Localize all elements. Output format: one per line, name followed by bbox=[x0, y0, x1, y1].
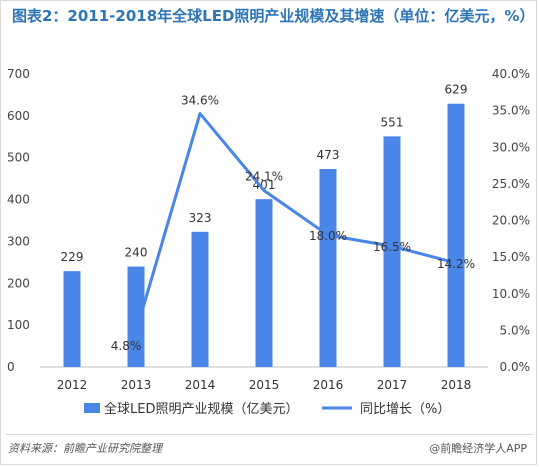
line-value-label: 34.6% bbox=[181, 94, 219, 108]
bar-value-label: 629 bbox=[445, 83, 468, 97]
line-value-label: 14.2% bbox=[437, 257, 475, 271]
bar bbox=[319, 169, 337, 367]
y-right-tick-label: 30.0% bbox=[492, 140, 530, 154]
y-right-tick-label: 20.0% bbox=[492, 214, 530, 228]
x-tick-label: 2018 bbox=[441, 378, 472, 392]
y-right-tick-label: 35.0% bbox=[492, 104, 530, 118]
y-right-tick-label: 0.0% bbox=[500, 360, 531, 374]
growth-line bbox=[134, 112, 457, 333]
line-value-label: 24.1% bbox=[245, 169, 283, 183]
x-tick-label: 2013 bbox=[121, 378, 152, 392]
y-right-tick-label: 5.0% bbox=[500, 323, 531, 337]
source-note: 资料来源：前瞻产业研究院整理 bbox=[8, 442, 162, 455]
x-tick-label: 2014 bbox=[185, 378, 216, 392]
footer-divider bbox=[6, 434, 533, 435]
y-left-tick-label: 300 bbox=[7, 234, 30, 248]
bar bbox=[191, 231, 209, 367]
bar-value-label: 551 bbox=[381, 115, 404, 129]
line-value-label: 4.8% bbox=[111, 339, 142, 353]
bar-value-label: 240 bbox=[125, 246, 148, 260]
y-left-tick-label: 700 bbox=[7, 67, 30, 81]
bar bbox=[255, 199, 273, 367]
bar-value-label: 473 bbox=[317, 148, 340, 162]
y-left-tick-label: 0 bbox=[7, 360, 15, 374]
x-tick-label: 2015 bbox=[249, 378, 280, 392]
bar bbox=[63, 271, 81, 367]
y-left-tick-label: 600 bbox=[7, 109, 30, 123]
y-left-tick-label: 500 bbox=[7, 151, 30, 165]
y-left-tick-label: 400 bbox=[7, 193, 30, 207]
x-tick-label: 2016 bbox=[313, 378, 344, 392]
bar bbox=[383, 136, 401, 367]
y-right-tick-label: 10.0% bbox=[492, 287, 530, 301]
x-tick-label: 2017 bbox=[377, 378, 408, 392]
bar bbox=[447, 103, 465, 368]
y-right-tick-label: 15.0% bbox=[492, 250, 530, 264]
legend-bar-swatch bbox=[84, 403, 100, 413]
brand-credit: @前瞻经济学人APP bbox=[429, 442, 527, 455]
y-left-tick-label: 200 bbox=[7, 276, 30, 290]
legend-bar-label: 全球LED照明产业规模（亿美元） bbox=[104, 401, 298, 417]
line-value-label: 18.0% bbox=[309, 229, 347, 243]
bar-value-label: 229 bbox=[61, 250, 84, 264]
y-right-tick-label: 25.0% bbox=[492, 177, 530, 191]
y-left-tick-label: 100 bbox=[7, 318, 30, 332]
bar bbox=[127, 266, 145, 367]
legend-line-label: 同比增长（%） bbox=[360, 402, 450, 417]
bar-value-label: 323 bbox=[189, 211, 212, 225]
x-tick-label: 2012 bbox=[57, 378, 88, 392]
y-right-tick-label: 40.0% bbox=[492, 67, 530, 81]
chart-title: 图表2：2011-2018年全球LED照明产业规模及其增速（单位：亿美元，%） bbox=[12, 7, 535, 25]
line-value-label: 16.5% bbox=[373, 240, 411, 254]
